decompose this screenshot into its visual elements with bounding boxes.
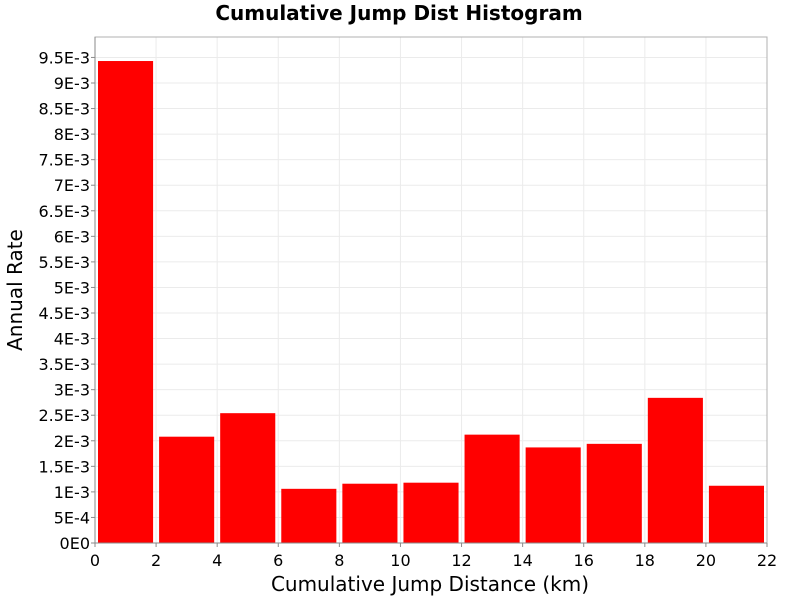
y-tick-label: 6.5E-3: [38, 202, 90, 221]
y-tick-label: 9E-3: [54, 74, 90, 93]
y-tick-label: 4E-3: [54, 330, 90, 349]
y-axis-ticks: 0E0 5E-4 1E-3 1.5E-3 2E-3 2.5E-3 3E-3 3.5E-3 4E-…: [38, 48, 95, 553]
histogram-bar: [586, 443, 642, 543]
x-axis-ticks: 0 2 4 6 8 10 12 14 16 18 20 22: [90, 543, 777, 570]
y-tick-label: 3.5E-3: [38, 355, 90, 374]
y-tick-label: 4.5E-3: [38, 304, 90, 323]
y-tick-label: 2E-3: [54, 432, 90, 451]
x-tick-label: 10: [390, 551, 410, 570]
y-tick-label: 0E0: [60, 534, 90, 553]
grid-lines: [94, 37, 768, 544]
chart-title: Cumulative Jump Dist Histogram: [215, 1, 582, 25]
x-axis-label: Cumulative Jump Distance (km): [271, 572, 589, 596]
x-tick-label: 18: [635, 551, 655, 570]
x-tick-label: 20: [696, 551, 716, 570]
histogram-bar: [464, 434, 520, 543]
y-tick-label: 9.5E-3: [38, 48, 90, 67]
y-tick-label: 5E-4: [54, 508, 90, 527]
histogram-bar: [525, 447, 581, 543]
x-tick-label: 22: [757, 551, 777, 570]
x-tick-label: 0: [90, 551, 100, 570]
y-tick-label: 1.5E-3: [38, 457, 90, 476]
histogram-bar: [403, 482, 459, 543]
y-tick-label: 7.5E-3: [38, 151, 90, 170]
histogram-bar: [98, 61, 154, 544]
y-tick-label: 8.5E-3: [38, 100, 90, 119]
x-tick-label: 8: [334, 551, 344, 570]
y-tick-label: 5E-3: [54, 278, 90, 297]
x-tick-label: 12: [451, 551, 471, 570]
y-tick-label: 7E-3: [54, 176, 90, 195]
histogram-bar: [708, 485, 764, 543]
histogram-bar: [342, 483, 398, 543]
x-tick-label: 6: [273, 551, 283, 570]
x-tick-label: 2: [151, 551, 161, 570]
y-tick-label: 6E-3: [54, 227, 90, 246]
y-tick-label: 3E-3: [54, 381, 90, 400]
y-tick-label: 1E-3: [54, 483, 90, 502]
histogram-bars: [98, 61, 764, 544]
x-tick-label: 14: [512, 551, 532, 570]
x-tick-label: 4: [212, 551, 222, 570]
y-tick-label: 8E-3: [54, 125, 90, 144]
x-tick-label: 16: [574, 551, 594, 570]
histogram-bar: [281, 488, 337, 543]
y-axis-label: Annual Rate: [3, 229, 27, 351]
histogram-bar: [220, 413, 276, 543]
y-tick-label: 5.5E-3: [38, 253, 90, 272]
histogram-bar: [159, 436, 215, 543]
axes: [94, 36, 768, 544]
y-tick-label: 2.5E-3: [38, 406, 90, 425]
histogram-bar: [647, 397, 703, 543]
